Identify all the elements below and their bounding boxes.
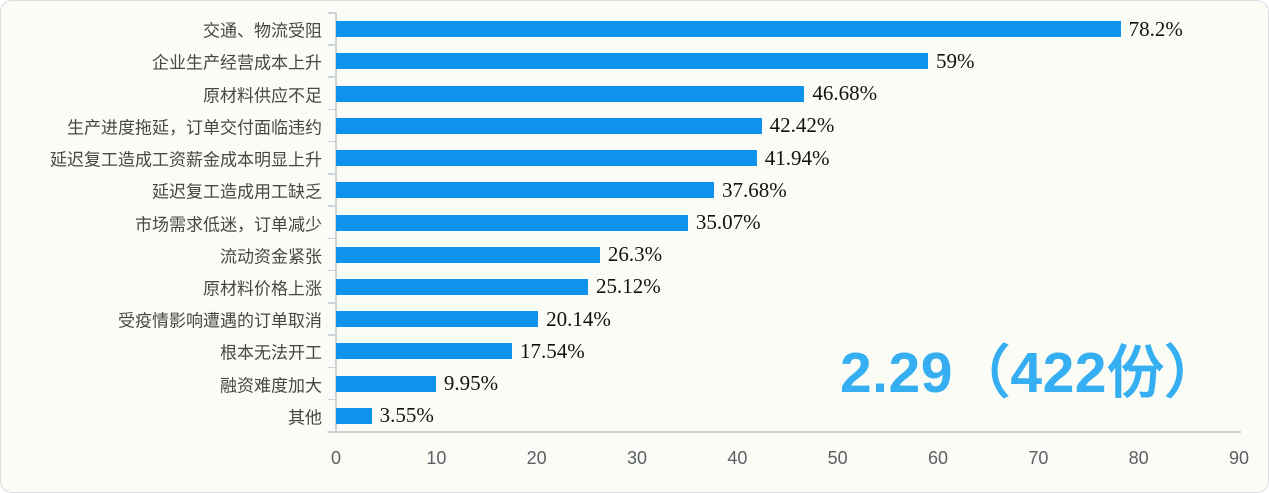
bar-zone: 37.68% <box>336 177 1239 202</box>
bar-zone: 17.54% <box>336 338 1239 363</box>
category-label: 企业生产经营成本上升 <box>152 53 322 73</box>
x-axis-tick-label: 90 <box>1228 448 1250 468</box>
bar <box>336 21 1121 38</box>
x-axis-line <box>336 431 1241 433</box>
bar <box>336 407 372 424</box>
category-label: 流动资金紧张 <box>220 247 322 267</box>
bar <box>336 53 928 70</box>
bar <box>336 375 436 392</box>
bar <box>336 311 539 328</box>
bar <box>336 85 805 102</box>
bar-zone: 25.12% <box>336 274 1239 299</box>
bar <box>336 214 688 231</box>
value-label: 17.54% <box>519 338 585 363</box>
x-axis-tick-label: 20 <box>526 448 547 468</box>
bar-row: 交通、物流受阻 78.2% <box>1 13 1268 45</box>
bar-row: 流动资金紧张 26.3% <box>1 239 1268 271</box>
x-axis-tick-label: 40 <box>727 448 748 468</box>
category-label: 延迟复工造成工资薪金成本明显上升 <box>50 150 322 170</box>
bar-row: 受疫情影响遭遇的订单取消 20.14% <box>1 303 1268 335</box>
bar-zone: 9.95% <box>336 371 1239 396</box>
bar <box>336 117 762 134</box>
value-label: 59% <box>935 48 975 73</box>
bar <box>336 343 512 360</box>
category-label: 交通、物流受阻 <box>203 21 322 41</box>
bar-row: 原材料价格上涨 25.12% <box>1 271 1268 303</box>
bar-row: 延迟复工造成工资薪金成本明显上升 41.94% <box>1 142 1268 174</box>
bar <box>336 246 600 263</box>
bar <box>336 278 589 295</box>
bar-zone: 78.2% <box>336 16 1239 41</box>
x-axis-tick-labels: 0 10 20 30 40 50 60 70 80 90 <box>331 447 1249 471</box>
category-label: 其他 <box>288 408 322 428</box>
x-axis-tick-label: 80 <box>1128 448 1149 468</box>
value-label: 46.68% <box>812 81 878 106</box>
category-label: 市场需求低迷，订单减少 <box>135 215 322 235</box>
bar <box>336 182 715 199</box>
bar-row: 根本无法开工 17.54% <box>1 335 1268 367</box>
bar-row: 原材料供应不足 46.68% <box>1 77 1268 109</box>
bar-zone: 46.68% <box>336 81 1239 106</box>
bar-rows-container: 交通、物流受阻 78.2% 企业生产经营成本上升 59% 原材料供应不足 46.68% 生产… <box>1 13 1268 432</box>
bar <box>336 150 757 167</box>
x-axis-tick-label: 60 <box>927 448 948 468</box>
value-label: 35.07% <box>695 210 761 235</box>
bar-row: 其他 3.55% <box>1 400 1268 432</box>
bar-zone: 42.42% <box>336 113 1239 138</box>
value-label: 9.95% <box>443 371 499 396</box>
category-label: 延迟复工造成用工缺乏 <box>152 182 322 202</box>
value-label: 26.3% <box>607 242 663 267</box>
value-label: 78.2% <box>1128 16 1183 41</box>
value-label: 37.68% <box>722 177 787 202</box>
category-label: 受疫情影响遭遇的订单取消 <box>118 311 322 331</box>
x-axis-tick-label: 0 <box>330 448 342 468</box>
x-axis-tick-label: 30 <box>626 448 647 468</box>
bar-zone: 59% <box>336 48 1239 73</box>
value-label: 20.14% <box>546 306 611 331</box>
bar-row: 延迟复工造成用工缺乏 37.68% <box>1 174 1268 206</box>
bar-row: 企业生产经营成本上升 59% <box>1 45 1268 77</box>
x-axis-tick-label: 70 <box>1028 448 1049 468</box>
bar-zone: 41.94% <box>336 145 1239 170</box>
category-label: 生产进度拖延，订单交付面临违约 <box>67 118 322 138</box>
bar-zone: 26.3% <box>336 242 1239 267</box>
bar-row: 融资难度加大 9.95% <box>1 368 1268 400</box>
x-axis-tick-label: 10 <box>426 448 447 468</box>
annotation-text: 2.29（422份） <box>839 341 1222 405</box>
category-label: 原材料价格上涨 <box>203 279 322 299</box>
bar-zone: 20.14% <box>336 306 1239 331</box>
bar-row: 市场需求低迷，订单减少 35.07% <box>1 206 1268 238</box>
bar-zone: 35.07% <box>336 210 1239 235</box>
category-label: 原材料供应不足 <box>203 86 322 106</box>
bar-zone: 3.55% <box>336 403 1239 428</box>
x-axis-tick-label: 50 <box>827 448 848 468</box>
category-label: 融资难度加大 <box>220 376 322 396</box>
bar-row: 生产进度拖延，订单交付面临违约 42.42% <box>1 110 1268 142</box>
value-label: 41.94% <box>764 145 830 170</box>
value-label: 3.55% <box>379 403 434 428</box>
category-label: 根本无法开工 <box>220 343 322 363</box>
value-label: 42.42% <box>769 113 835 138</box>
value-label: 25.12% <box>596 274 661 299</box>
